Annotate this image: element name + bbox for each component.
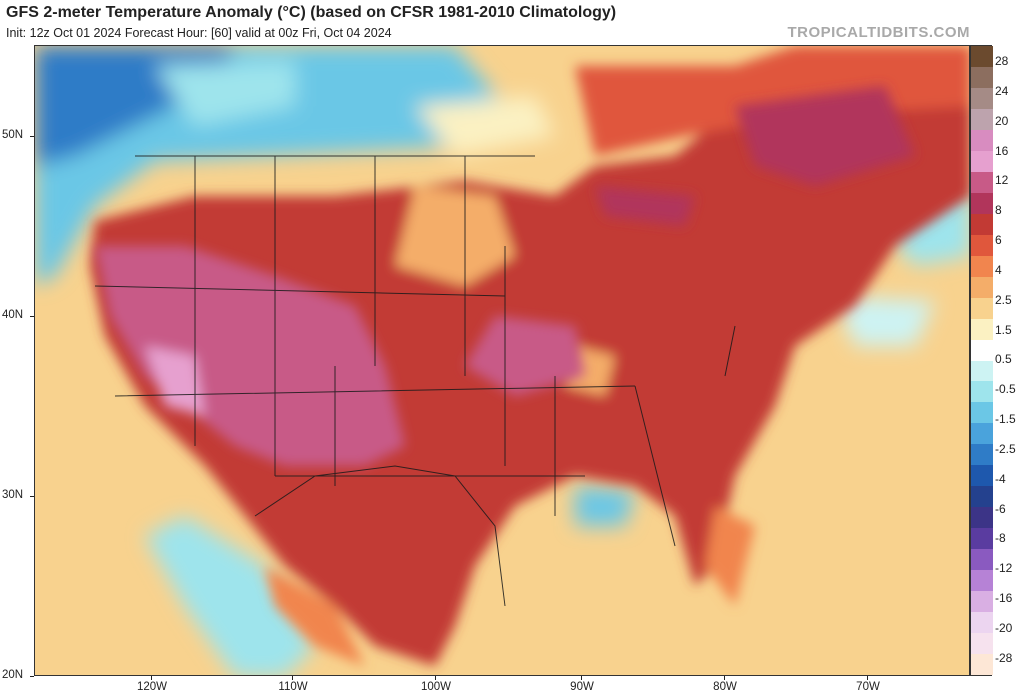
brand-watermark[interactable]: TROPICALTIDBITS.COM [787,24,970,41]
colorbar-tick-label: -1.5 [995,412,1016,427]
lon-tick [724,676,725,680]
lon-label-100w: 100W [420,681,452,693]
colorbar-swatch [971,570,993,592]
lat-label-40n: 40N [2,309,24,321]
colorbar-swatch [971,234,993,257]
colorbar-swatch [971,339,993,361]
hot-anomaly-southwest [95,246,405,466]
colorbar-swatch [971,46,993,68]
lat-tick [30,316,34,317]
colorbar-tick-label: 6 [995,233,1002,248]
colorbar-tick-label: 1.5 [995,322,1012,337]
colorbar-tick-label: -4 [995,471,1006,486]
anomaly-map[interactable] [34,45,970,676]
colorbar-tick-label: -6 [995,501,1006,516]
colorbar-swatch [971,66,993,89]
chart-title: GFS 2-meter Temperature Anomaly (°C) (ba… [6,4,617,21]
colorbar-legend [970,45,993,676]
colorbar-swatch [971,192,993,215]
lon-label-80w: 80W [713,681,737,693]
colorbar-swatch [971,612,993,634]
colorbar-swatch [971,129,993,152]
colorbar-tick-label: -16 [995,591,1013,606]
colorbar-swatch [971,150,993,173]
lon-tick [151,676,152,680]
colorbar-tick-label: 20 [995,113,1009,128]
lon-tick [292,676,293,680]
colorbar-tick-label: 2.5 [995,292,1012,307]
colorbar-tick-label: 4 [995,262,1002,277]
colorbar-swatch [971,549,993,571]
colorbar-swatch [971,654,993,676]
colorbar-tick-label: -20 [995,620,1013,635]
run-info: Init: 12z Oct 01 2024 Forecast Hour: [60… [6,26,392,40]
colorbar-swatch [971,528,993,550]
colorbar-swatch [971,402,993,424]
colorbar-swatch [971,507,993,529]
colorbar-swatch [971,255,993,278]
lat-label-20n: 20N [2,669,24,681]
lat-label-50n: 50N [2,129,24,141]
colorbar-swatch [971,171,993,194]
colorbar-swatch [971,87,993,110]
colorbar-tick-label: -8 [995,531,1006,546]
colorbar-swatch [971,318,993,341]
colorbar-tick-label: -12 [995,561,1013,576]
colorbar-tick-label: 8 [995,203,1002,218]
lon-tick [581,676,582,680]
colorbar-swatch [971,297,993,320]
colorbar-swatch [971,276,993,299]
colorbar-tick-label: 24 [995,83,1009,98]
lat-tick [30,136,34,137]
colorbar-tick-label: 28 [995,54,1009,68]
colorbar-swatch [971,486,993,508]
colorbar-swatch [971,444,993,466]
colorbar-tick-label: -0.5 [995,382,1016,397]
colorbar-swatch [971,423,993,445]
colorbar-tick-label: -28 [995,650,1013,665]
lon-label-70w: 70W [856,681,880,693]
lon-tick [435,676,436,680]
lon-label-90w: 90W [570,681,594,693]
lat-tick [30,676,34,677]
colorbar-tick-label: 16 [995,143,1009,158]
colorbar-swatch [971,213,993,236]
lat-tick [30,496,34,497]
colorbar-swatch [971,465,993,487]
colorbar-tick-label: 12 [995,173,1009,188]
cool-anomaly-baja-coast [145,516,315,675]
colorbar-swatch [971,591,993,613]
political-boundaries [94,155,736,607]
colorbar-swatch [971,360,993,382]
colorbar-swatch [971,108,993,131]
colorbar-swatch [971,381,993,403]
colorbar-swatch [971,633,993,655]
colorbar-tick-label: 0.5 [995,352,1012,367]
lon-tick [867,676,868,680]
lat-label-30n: 30N [2,489,24,501]
lon-label-110w: 110W [278,681,308,693]
lon-label-120w: 120W [136,681,168,693]
colorbar-tick-label: -2.5 [995,441,1016,456]
